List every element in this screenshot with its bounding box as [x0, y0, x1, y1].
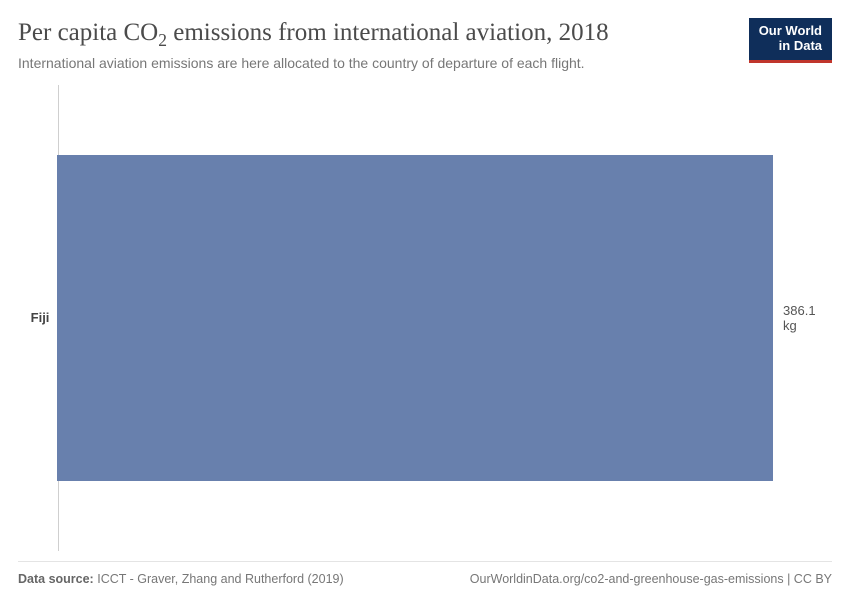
- header: Per capita CO2 emissions from internatio…: [18, 18, 832, 71]
- logo-line-2: in Data: [779, 38, 822, 53]
- page-title: Per capita CO2 emissions from internatio…: [18, 18, 737, 51]
- source-prefix: Data source:: [18, 572, 94, 586]
- value-label: 386.1 kg: [773, 303, 832, 333]
- logo-line-1: Our World: [759, 23, 822, 38]
- source-text: ICCT - Graver, Zhang and Rutherford (201…: [97, 572, 343, 586]
- category-label: Fiji: [18, 310, 57, 325]
- chart-area: Fiji 386.1 kg: [18, 85, 832, 551]
- owid-logo: Our World in Data: [749, 18, 832, 63]
- bar-row: Fiji 386.1 kg: [18, 155, 832, 481]
- footer: Data source: ICCT - Graver, Zhang and Ru…: [18, 561, 832, 600]
- page-subtitle: International aviation emissions are her…: [18, 55, 737, 71]
- title-block: Per capita CO2 emissions from internatio…: [18, 18, 737, 71]
- attribution: OurWorldinData.org/co2-and-greenhouse-ga…: [470, 572, 832, 586]
- bar: [57, 155, 773, 481]
- data-source: Data source: ICCT - Graver, Zhang and Ru…: [18, 572, 344, 586]
